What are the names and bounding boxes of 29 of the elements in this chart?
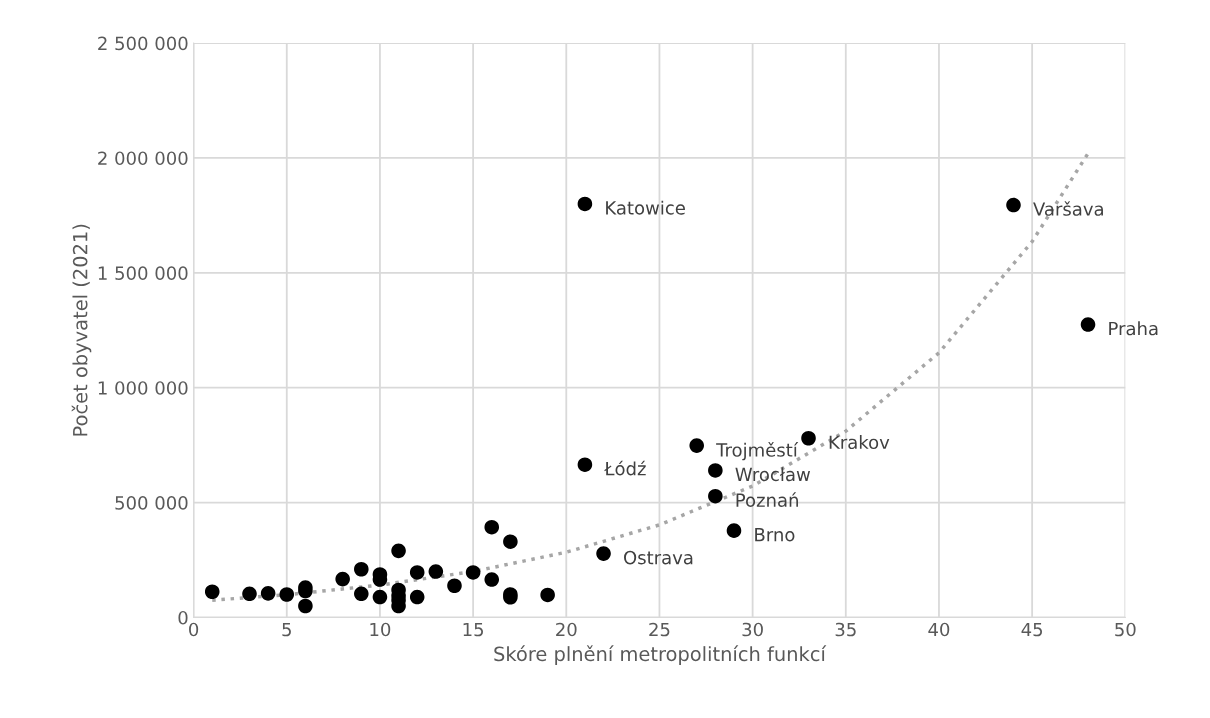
x-tick-label: 15: [463, 622, 484, 637]
x-tick-label: 30: [742, 622, 763, 637]
annotation: Brno: [755, 528, 795, 542]
annotation: Katowice: [606, 200, 685, 215]
y-tick-label: 500 000: [115, 496, 188, 510]
x-tick-label: 45: [1021, 622, 1043, 637]
x-tick-label: 10: [370, 622, 391, 637]
x-axis-title: Skóre plnění metropolitních funkcí: [494, 645, 827, 665]
annotation: Wrocław: [735, 467, 811, 482]
y-tick-label: 1 000 000: [98, 381, 188, 395]
annotation: Poznań: [736, 492, 798, 507]
y-axis-title: Počet obyvatel (2021): [71, 224, 92, 436]
y-tick-label: 2 000 000: [98, 151, 188, 166]
y-tick-label: 1 500 000: [98, 266, 188, 280]
x-tick-label: 40: [928, 622, 950, 637]
x-tick-label: 50: [1115, 622, 1136, 637]
x-tick-label: 35: [835, 622, 856, 637]
x-tick-label: 25: [649, 622, 670, 637]
x-tick-label: 5: [282, 622, 291, 637]
annotation: Varšava: [1033, 201, 1103, 216]
x-tick-label: 0: [189, 622, 199, 637]
annotation: Krakov: [829, 435, 890, 450]
x-tick-label: 20: [556, 622, 577, 637]
y-tick-label: 2 500 000: [98, 36, 188, 51]
annotation: Praha: [1109, 321, 1158, 336]
annotation: Ostrava: [624, 550, 693, 565]
annotation: Łódź: [604, 460, 646, 476]
y-tick-label: 0: [178, 610, 188, 625]
annotation: Trojměstí: [716, 442, 799, 461]
